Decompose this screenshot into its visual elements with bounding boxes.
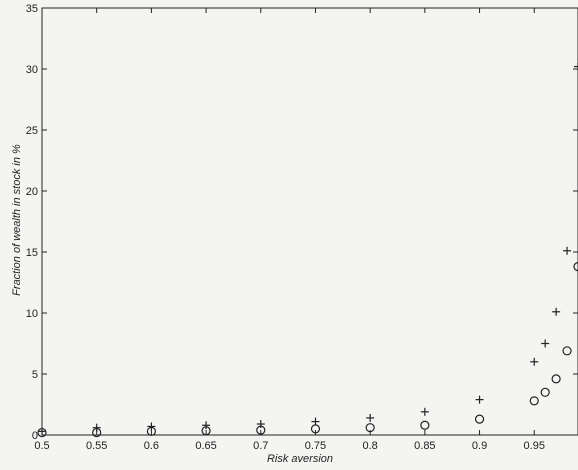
plus-point [420, 407, 429, 416]
y-tick-label: 30 [26, 64, 38, 76]
y-tick-label: 20 [26, 186, 38, 198]
y-tick-label: 10 [26, 308, 38, 320]
plus-point [147, 422, 156, 431]
y-axis: 0 5 10 15 20 25 30 35 [26, 3, 578, 442]
plus-point [475, 395, 484, 404]
x-tick-label: 0.65 [195, 440, 216, 452]
x-axis-label: Risk aversion [267, 453, 333, 465]
x-tick-label: 0.9 [472, 440, 487, 452]
circle-point [256, 425, 266, 435]
x-tick-label: 0.7 [253, 440, 268, 452]
y-tick-label: 25 [26, 125, 38, 137]
data-points [37, 62, 578, 438]
plus-point [202, 421, 211, 430]
y-axis-label: Fraction of wealth in stock in % [11, 144, 23, 296]
circle-point [201, 426, 211, 436]
plus-point [541, 339, 550, 348]
circle-point [365, 423, 375, 433]
x-tick-label: 0.8 [363, 440, 378, 452]
y-tick-label: 15 [26, 247, 38, 259]
plot-frame [41, 7, 578, 436]
circle-point [420, 420, 430, 430]
circle-point [573, 262, 578, 272]
circle-point [310, 424, 321, 434]
circle-point [146, 426, 156, 436]
circle-point [474, 414, 485, 424]
plus-point [311, 417, 320, 426]
x-tick-label: 0.85 [414, 440, 435, 452]
circle-point [551, 374, 561, 384]
x-tick-label: 0.95 [524, 440, 545, 452]
x-axis: 0.5 0.55 0.6 0.65 0.7 0.75 0.8 0.85 0.9 0.95 [34, 8, 545, 452]
circle-point [92, 427, 102, 438]
plus-point [563, 246, 572, 255]
x-tick-label: 0.5 [34, 440, 49, 452]
y-tick-label: 5 [32, 369, 38, 381]
plus-point [530, 357, 539, 366]
y-tick-label: 0 [32, 430, 38, 442]
circle-point [37, 427, 47, 438]
plus-point [552, 307, 561, 316]
x-tick-label: 0.75 [305, 440, 326, 452]
circle-point [562, 346, 572, 356]
circle-point [540, 387, 550, 397]
plus-point [366, 413, 375, 422]
x-tick-label: 0.55 [86, 440, 107, 452]
plus-point [574, 62, 578, 71]
x-tick-label: 0.6 [144, 440, 159, 452]
circle-point [529, 396, 539, 406]
plus-point [92, 423, 101, 432]
y-tick-label: 35 [26, 3, 38, 15]
